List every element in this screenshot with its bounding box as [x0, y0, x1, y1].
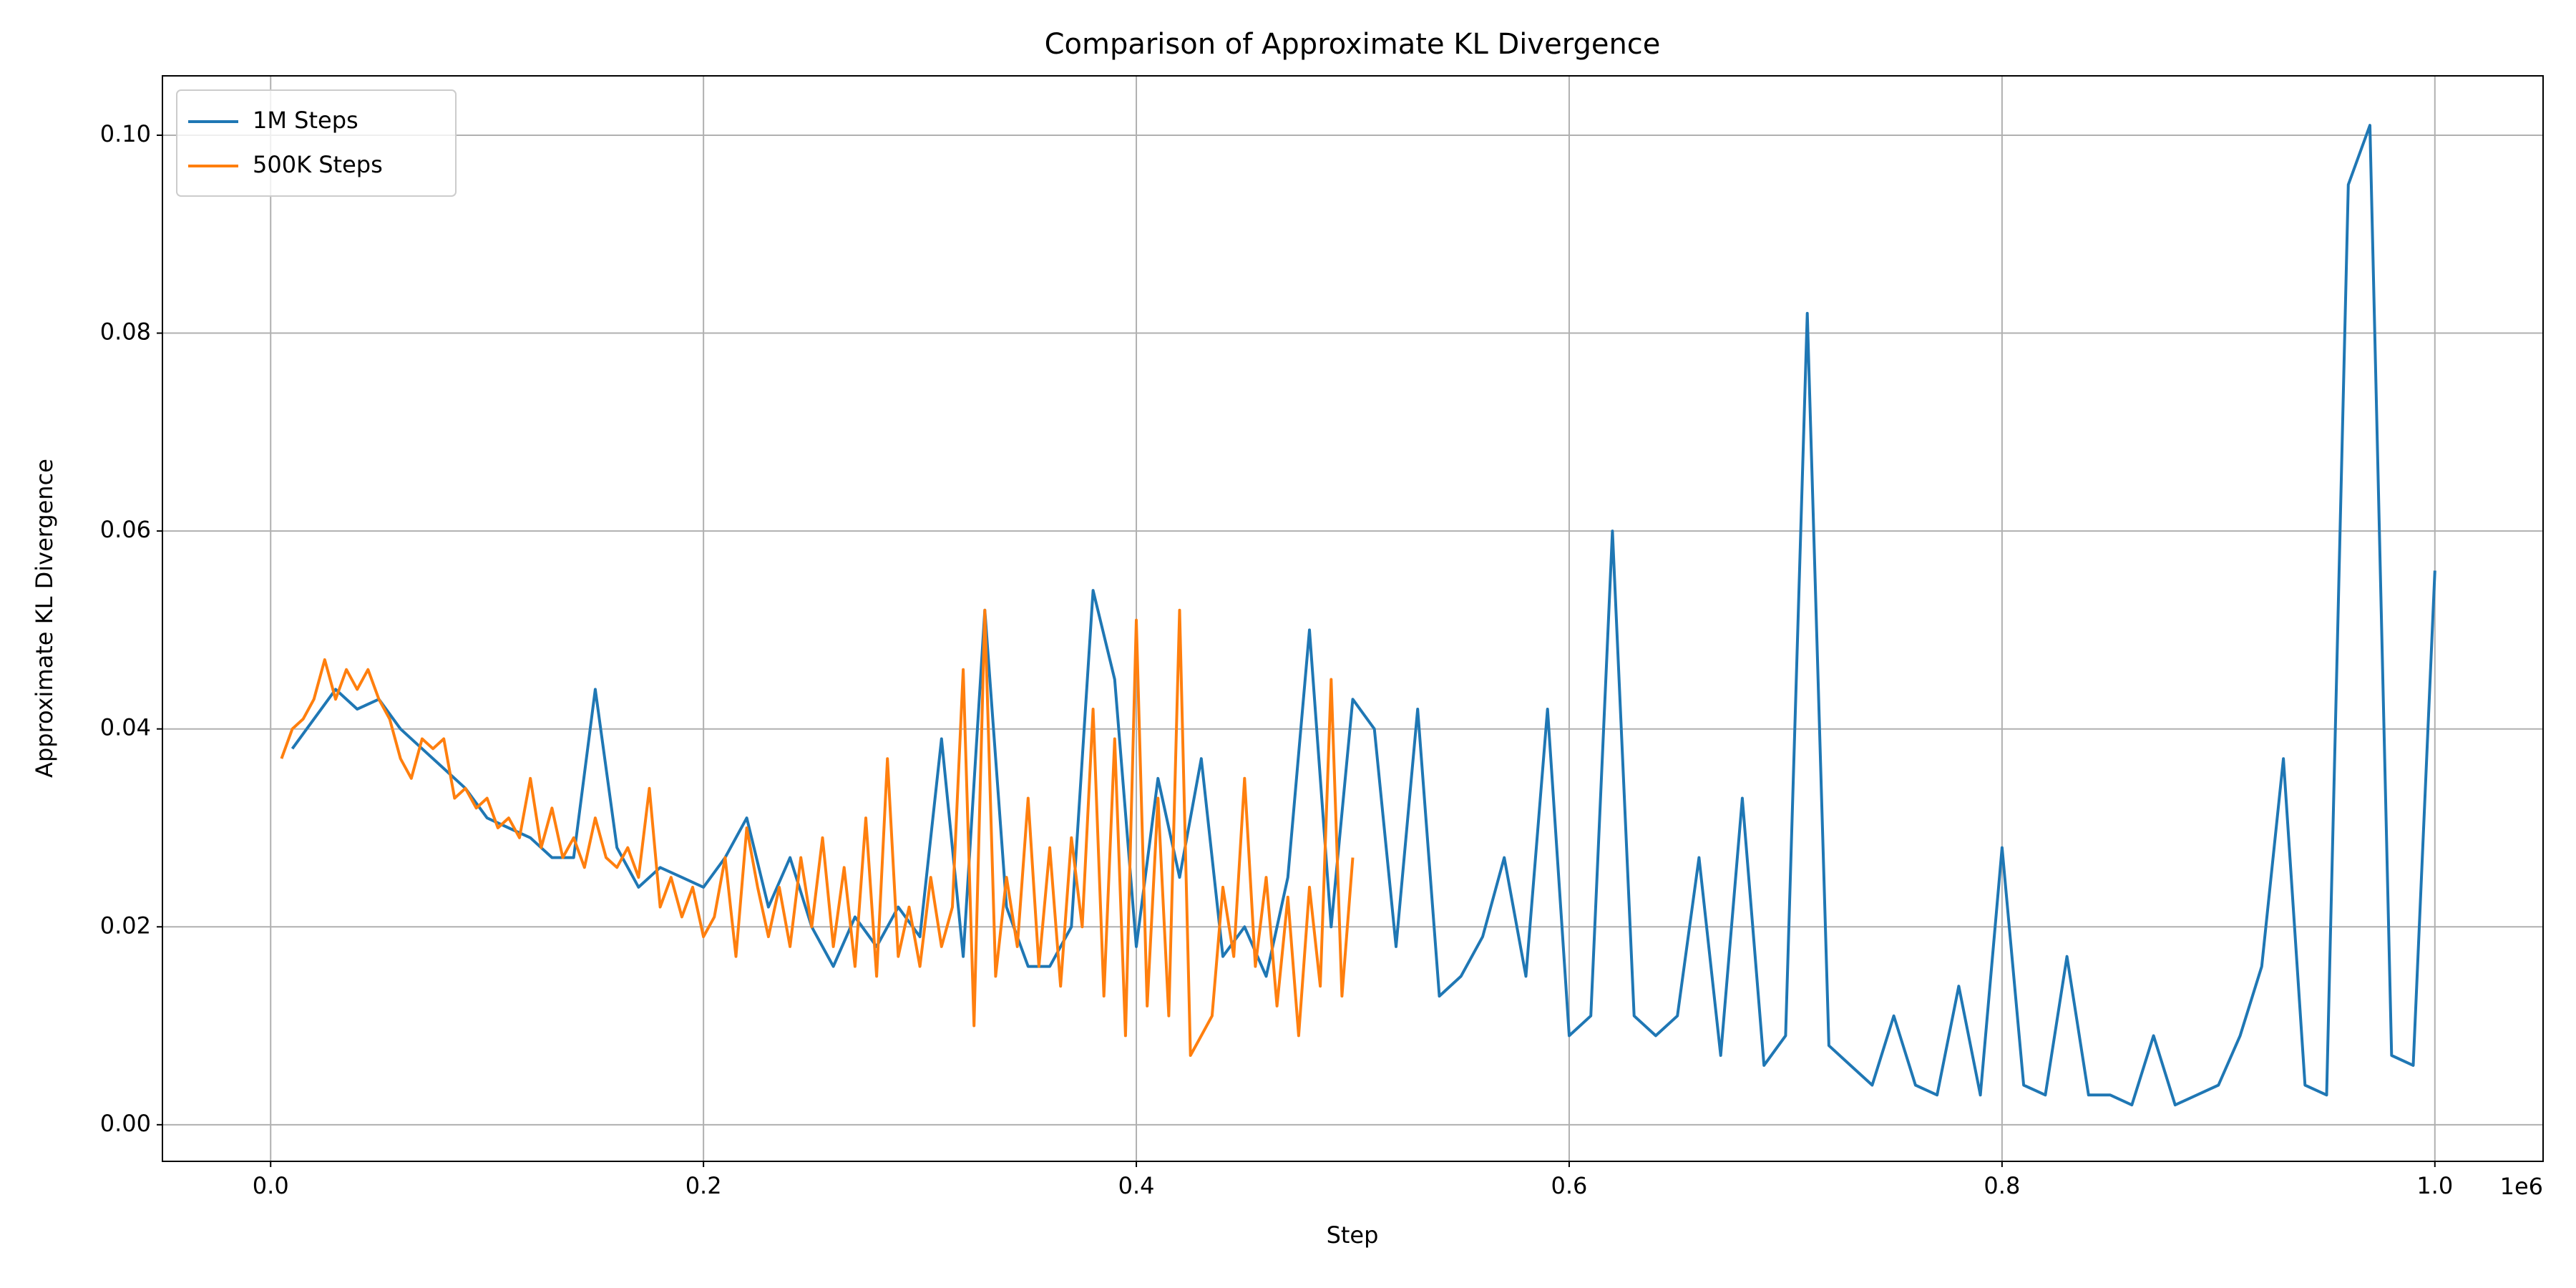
x-axis-label: Step	[1327, 1221, 1379, 1249]
y-tick-label: 0.00	[100, 1110, 151, 1137]
y-tick-label: 0.02	[100, 912, 151, 939]
y-tick-label: 0.06	[100, 516, 151, 543]
x-tick-label: 0.2	[686, 1172, 722, 1199]
chart-title: Comparison of Approximate KL Divergence	[1045, 28, 1661, 61]
plot-frame	[162, 75, 2544, 1162]
x-tick-label: 0.8	[1984, 1172, 2020, 1199]
y-tick-label: 0.10	[100, 120, 151, 147]
y-axis-label: Approximate KL Divergence	[31, 459, 58, 778]
legend-label: 1M Steps	[253, 107, 358, 134]
x-tick-label: 0.4	[1118, 1172, 1155, 1199]
series-line	[291, 124, 2436, 1107]
y-tick-label: 0.04	[100, 714, 151, 741]
x-offset-label: 1e6	[2500, 1173, 2543, 1200]
legend-label: 500K Steps	[253, 151, 383, 178]
legend-box	[176, 89, 457, 197]
x-tick-label: 1.0	[2416, 1172, 2453, 1199]
series-line	[280, 608, 1355, 1057]
legend: 1M Steps 500K Steps	[176, 89, 457, 197]
y-tick-label: 0.08	[100, 318, 151, 346]
x-tick-label: 0.6	[1551, 1172, 1588, 1199]
x-tick-label: 0.0	[253, 1172, 289, 1199]
